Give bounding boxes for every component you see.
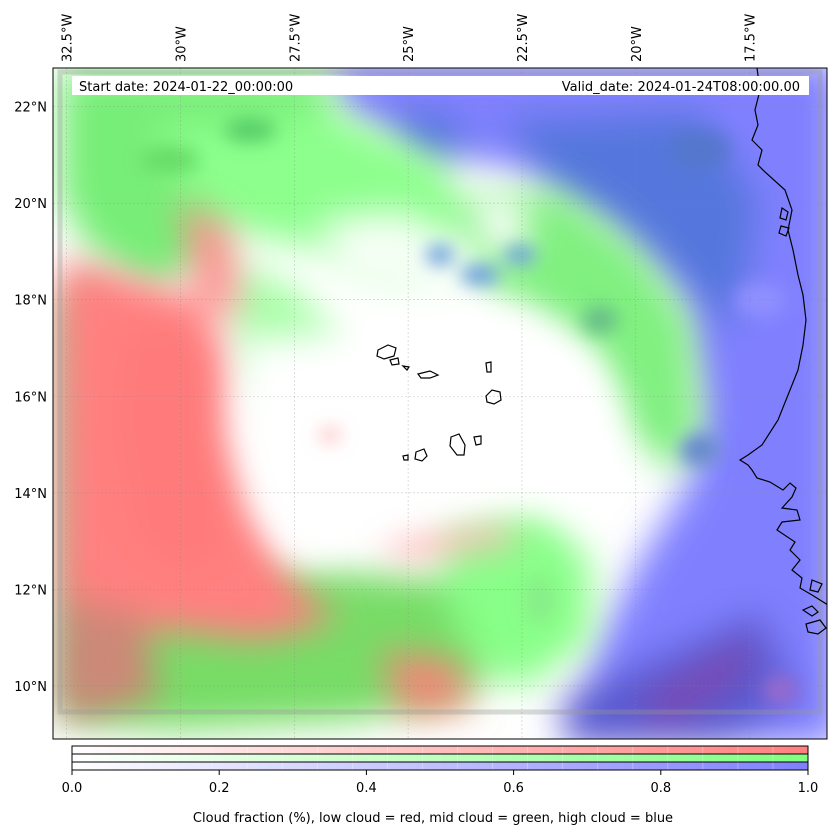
colorbar-mid-cloud xyxy=(72,754,808,762)
map-border xyxy=(52,67,828,740)
clear-sky-region xyxy=(240,190,640,560)
header-bar: Start date: 2024-01-22_00:00:00 Valid_da… xyxy=(72,76,809,95)
cape-verde-islands xyxy=(376,344,502,462)
valid-date-label: Valid_date: 2024-01-24T08:00:00.00 xyxy=(562,80,800,95)
lat-tick-label: 18°N xyxy=(14,294,47,309)
island-boa-vista xyxy=(485,389,502,405)
lon-tick-label: 30°W xyxy=(174,26,189,62)
colorbar-segment-lines xyxy=(106,746,774,770)
lat-tick-label: 16°N xyxy=(14,390,47,405)
lon-tick-label: 27.5°W xyxy=(288,14,303,62)
lon-tick-label: 32.5°W xyxy=(61,14,76,62)
lon-tick-label: 22.5°W xyxy=(516,14,531,62)
colorbar-tick-label: 0.8 xyxy=(650,781,671,796)
colorbar-ticks: 0.0 0.2 0.4 0.6 0.8 1.0 xyxy=(62,770,819,796)
colorbar-high-cloud xyxy=(72,762,808,770)
start-date-label: Start date: 2024-01-22_00:00:00 xyxy=(79,80,293,95)
cloud-detail xyxy=(140,118,798,704)
island-maio xyxy=(473,435,482,446)
island-brava xyxy=(402,454,409,461)
cloud-field xyxy=(60,68,827,739)
africa-coastline xyxy=(738,68,827,606)
lon-tick-label: 25°W xyxy=(402,26,417,62)
colorbar: 0.0 0.2 0.4 0.6 0.8 1.0 Cloud fraction (%), l… xyxy=(62,745,819,826)
longitude-tick-labels: 32.5°W 30°W 27.5°W 25°W 22.5°W 20°W 17.5°W xyxy=(61,14,759,62)
colorbar-tick-label: 0.6 xyxy=(503,781,524,796)
domain-edge-frame xyxy=(57,69,823,715)
lat-tick-label: 10°N xyxy=(14,680,47,695)
header-background xyxy=(72,76,809,95)
colorbar-label: Cloud fraction (%), low cloud = red, mid… xyxy=(193,811,673,826)
lat-tick-label: 22°N xyxy=(14,101,47,116)
island-santiago xyxy=(449,433,466,456)
colorbar-tick-label: 1.0 xyxy=(798,781,819,796)
map-area xyxy=(53,68,827,739)
lon-tick-label: 20°W xyxy=(630,26,645,62)
colorbar-tick-label: 0.2 xyxy=(209,781,230,796)
island-fogo xyxy=(414,448,428,462)
colorbar-border xyxy=(71,745,809,771)
island-sao-nicolau xyxy=(416,370,440,379)
lat-tick-label: 14°N xyxy=(14,487,47,502)
island-santo-antao xyxy=(376,344,397,360)
colorbar-tick-label: 0.4 xyxy=(356,781,377,796)
coast-island-b xyxy=(778,225,790,237)
island-sao-vicente xyxy=(389,357,400,366)
low-cloud-layer xyxy=(60,200,520,720)
lat-tick-label: 20°N xyxy=(14,197,47,212)
latitude-tick-labels: 22°N 20°N 18°N 16°N 14°N 12°N 10°N xyxy=(14,101,47,695)
gridlines xyxy=(53,68,827,739)
island-sal xyxy=(485,361,492,373)
coast-island-d xyxy=(805,619,827,635)
lat-tick-label: 12°N xyxy=(14,583,47,598)
coastlines xyxy=(738,68,827,635)
colorbar-tick-label: 0.0 xyxy=(62,781,83,796)
lon-tick-label: 17.5°W xyxy=(744,14,759,62)
coast-island-e xyxy=(809,579,823,593)
coast-island-a xyxy=(779,207,789,221)
coast-island-c xyxy=(801,605,819,617)
colorbar-low-cloud xyxy=(72,746,808,754)
island-santa-luzia xyxy=(401,365,411,371)
